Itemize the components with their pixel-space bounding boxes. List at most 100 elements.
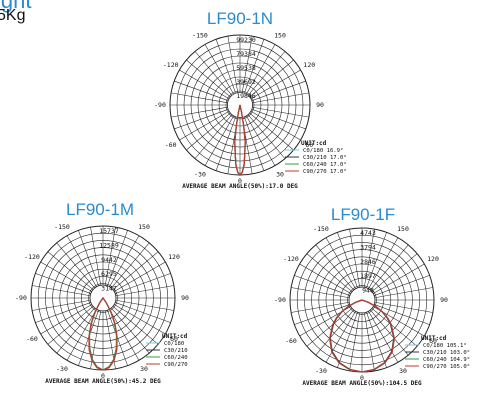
- unit-label: UNIT:cd: [301, 140, 327, 147]
- angle-label: 60: [429, 337, 437, 345]
- polar-spoke: [249, 59, 294, 98]
- angle-label: 90: [181, 294, 189, 302]
- polar-spoke: [366, 312, 387, 368]
- polar-spoke: [291, 301, 350, 313]
- polar-spoke: [349, 312, 361, 371]
- radial-tick-label: 3147: [101, 285, 117, 293]
- legend-entry: C0/180 105.1°: [423, 343, 467, 349]
- angle-label: -90: [274, 296, 286, 304]
- radial-tick-label: 4743: [360, 229, 376, 237]
- polar-spoke: [368, 311, 399, 363]
- polar-spoke: [32, 285, 91, 297]
- radial-tick-label: 99230: [236, 36, 256, 44]
- legend-entry: C30/210 17.0°: [303, 155, 347, 161]
- polar-spoke: [40, 261, 92, 292]
- polar-spoke: [171, 106, 228, 118]
- radial-tick-label: 2846: [360, 258, 376, 266]
- legend-entry: C60/240: [164, 355, 188, 361]
- polar-spoke: [251, 80, 306, 101]
- angle-label: 0: [360, 374, 364, 382]
- unit-label: UNIT:cd: [421, 335, 447, 342]
- beam-angle-footer: AVERAGE BEAM ANGLE(50%):17.0 DEG: [182, 183, 298, 190]
- polar-spoke: [111, 307, 150, 354]
- angle-label: 90: [440, 296, 448, 304]
- radial-tick-label: 9442: [101, 256, 117, 264]
- polar-spoke: [90, 227, 102, 286]
- polar-spoke: [306, 253, 353, 292]
- polar-spoke: [244, 39, 265, 94]
- chart-title-lf90-1n: LF90-1N: [206, 9, 274, 28]
- polar-spoke: [374, 301, 433, 313]
- polar-spoke: [66, 235, 97, 287]
- radial-tick-label: 12589: [99, 241, 119, 249]
- legend-entry: C60/240 104.9°: [423, 357, 470, 363]
- polar-spoke: [112, 306, 159, 345]
- polar-spoke: [337, 232, 358, 288]
- series-curve: [329, 299, 395, 373]
- angle-label: 30: [399, 367, 407, 375]
- legend-entry: C0/180 16.9°: [303, 148, 343, 154]
- angle-label: -90: [154, 101, 166, 109]
- polar-spoke: [109, 235, 140, 287]
- polar-spoke: [349, 229, 361, 288]
- radial-tick-label: 6295: [101, 270, 117, 278]
- polar-spoke: [112, 251, 159, 290]
- polar-spoke: [373, 263, 425, 294]
- angle-label: -90: [15, 294, 27, 302]
- polar-spoke: [368, 237, 399, 289]
- angle-label: -30: [315, 367, 327, 375]
- angle-label: 30: [276, 170, 284, 178]
- legend-entry: C30/210: [164, 348, 188, 354]
- polar-spoke: [56, 242, 95, 289]
- polar-chart-lf90-1n: 99230 79384 59538 39692 19846 -150 150 -120 120 -…: [154, 32, 347, 190]
- polar-spoke: [47, 251, 94, 290]
- polar-spoke: [194, 114, 233, 159]
- angle-label: 120: [168, 253, 180, 261]
- polar-spoke: [374, 287, 433, 299]
- radial-tick-label: 948: [362, 287, 374, 295]
- angle-label: 150: [138, 223, 150, 231]
- angle-label: 60: [170, 335, 178, 343]
- angle-label: -150: [313, 225, 329, 233]
- weight-fragment: 5Kg: [0, 7, 26, 24]
- polar-spoke: [366, 232, 387, 288]
- polar-spoke: [78, 230, 99, 286]
- polar-spoke: [194, 51, 233, 96]
- beam-angle-footer: AVERAGE BEAM ANGLE(50%):104.5 DEG: [302, 380, 422, 387]
- unit-label: UNIT:cd: [162, 333, 188, 340]
- polar-spoke: [294, 275, 350, 296]
- polar-spoke: [246, 44, 276, 95]
- polar-spoke: [114, 304, 166, 335]
- angle-label: 120: [303, 61, 315, 69]
- legend-entry: C30/210 103.0°: [423, 350, 470, 356]
- angle-label: -60: [26, 335, 38, 343]
- angle-label: -150: [192, 32, 208, 40]
- polar-spoke: [315, 244, 354, 291]
- polar-spoke: [250, 111, 301, 141]
- polar-spoke: [66, 309, 97, 361]
- polar-spoke: [363, 312, 375, 371]
- polar-spoke: [252, 92, 309, 104]
- polar-spoke: [306, 308, 353, 347]
- angle-label: -30: [56, 365, 68, 373]
- polar-spoke: [115, 273, 171, 294]
- polar-spoke: [179, 111, 230, 141]
- polar-spoke: [179, 69, 230, 99]
- angle-label: 150: [397, 225, 409, 233]
- polar-spoke: [40, 304, 92, 335]
- polar-spoke: [370, 244, 409, 291]
- polar-spoke: [35, 302, 91, 323]
- polar-spoke: [215, 116, 236, 171]
- polar-spoke: [371, 253, 418, 292]
- polar-spoke: [374, 304, 430, 325]
- angle-label: -60: [285, 337, 297, 345]
- polar-spoke: [247, 114, 286, 159]
- polar-spoke: [186, 112, 231, 151]
- radial-tick-label: 3794: [360, 243, 376, 251]
- polar-spoke: [115, 285, 174, 297]
- angle-label: 60: [305, 141, 313, 149]
- polar-spoke: [299, 263, 351, 294]
- polar-spoke: [294, 304, 350, 325]
- radial-tick-label: 79384: [236, 50, 256, 58]
- polar-spoke: [109, 309, 140, 361]
